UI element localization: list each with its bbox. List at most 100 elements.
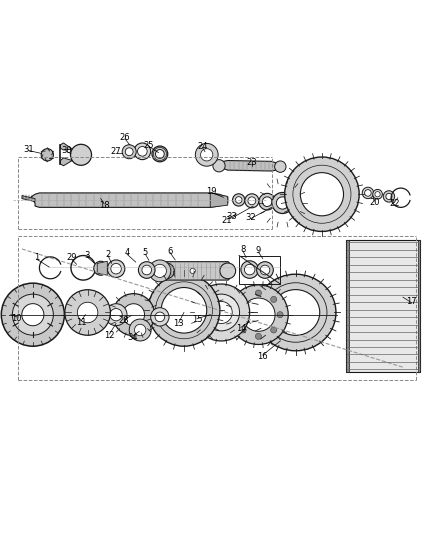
Ellipse shape [113,294,155,336]
Ellipse shape [22,304,44,326]
Ellipse shape [257,262,273,278]
Ellipse shape [300,173,343,216]
Text: 8: 8 [240,245,246,254]
Text: 33: 33 [227,212,237,221]
Text: 22: 22 [389,199,399,208]
FancyBboxPatch shape [165,262,229,280]
Ellipse shape [375,191,380,197]
Polygon shape [346,240,349,372]
Ellipse shape [142,265,152,275]
Polygon shape [210,193,228,207]
Circle shape [255,333,261,340]
Text: 28: 28 [119,316,129,325]
Ellipse shape [151,308,169,326]
Ellipse shape [71,144,92,165]
Ellipse shape [155,312,165,322]
Polygon shape [60,158,72,166]
Text: 15: 15 [192,316,202,325]
Text: 29: 29 [66,253,77,262]
Ellipse shape [138,262,155,278]
Polygon shape [219,160,280,171]
Ellipse shape [248,197,256,205]
Ellipse shape [138,147,147,156]
Ellipse shape [259,193,276,210]
Ellipse shape [386,193,392,199]
Text: 23: 23 [247,158,257,167]
Ellipse shape [272,192,293,214]
Ellipse shape [65,290,110,335]
Ellipse shape [245,194,259,208]
Text: 6: 6 [167,247,173,256]
Text: 17: 17 [406,297,417,306]
Ellipse shape [134,143,151,159]
Ellipse shape [373,189,382,199]
Ellipse shape [195,143,218,166]
Ellipse shape [111,263,121,274]
Text: 26: 26 [120,133,130,142]
Text: 34: 34 [127,333,138,342]
Text: 11: 11 [76,318,86,327]
Ellipse shape [220,263,236,279]
Ellipse shape [148,274,220,346]
Text: 14: 14 [236,324,246,333]
Text: 31: 31 [23,144,34,154]
Ellipse shape [78,302,98,323]
Circle shape [277,312,283,318]
Circle shape [240,296,246,302]
Circle shape [234,312,240,318]
Ellipse shape [159,263,174,279]
Ellipse shape [276,197,289,209]
Ellipse shape [155,150,164,158]
Circle shape [255,290,261,296]
Ellipse shape [272,289,320,335]
Ellipse shape [125,148,133,156]
Polygon shape [418,240,420,372]
Ellipse shape [233,194,245,206]
Circle shape [240,327,246,333]
Ellipse shape [362,187,374,199]
Text: 2: 2 [106,250,111,259]
Ellipse shape [260,265,270,275]
Polygon shape [346,240,420,372]
Text: 9: 9 [256,246,261,255]
Circle shape [190,268,195,273]
Circle shape [271,327,277,333]
Ellipse shape [123,304,145,326]
Circle shape [271,296,277,302]
Text: 13: 13 [173,319,184,328]
Text: 19: 19 [206,187,217,196]
Text: 1: 1 [34,253,39,262]
Ellipse shape [242,298,275,332]
Text: 4: 4 [124,248,130,257]
Ellipse shape [236,197,242,203]
Text: 27: 27 [111,147,121,156]
Text: 12: 12 [104,331,115,340]
Ellipse shape [213,159,225,172]
Ellipse shape [262,197,272,206]
Polygon shape [97,261,107,275]
Ellipse shape [383,191,395,202]
Ellipse shape [229,285,288,344]
Ellipse shape [210,302,232,324]
Ellipse shape [153,264,166,278]
Ellipse shape [94,261,108,275]
Ellipse shape [107,260,125,278]
Ellipse shape [149,260,171,282]
Ellipse shape [134,324,146,336]
Ellipse shape [203,294,240,331]
Text: 24: 24 [197,142,208,150]
Text: 20: 20 [370,198,380,207]
Polygon shape [31,193,228,207]
Ellipse shape [201,149,213,161]
Ellipse shape [241,261,258,278]
Ellipse shape [105,304,127,326]
Text: 3: 3 [84,252,89,261]
Polygon shape [60,143,72,150]
Text: 16: 16 [258,352,268,361]
Ellipse shape [1,283,64,346]
Ellipse shape [364,190,371,196]
Ellipse shape [129,319,151,341]
Ellipse shape [285,157,359,231]
Ellipse shape [122,145,136,159]
Text: 21: 21 [222,216,232,225]
